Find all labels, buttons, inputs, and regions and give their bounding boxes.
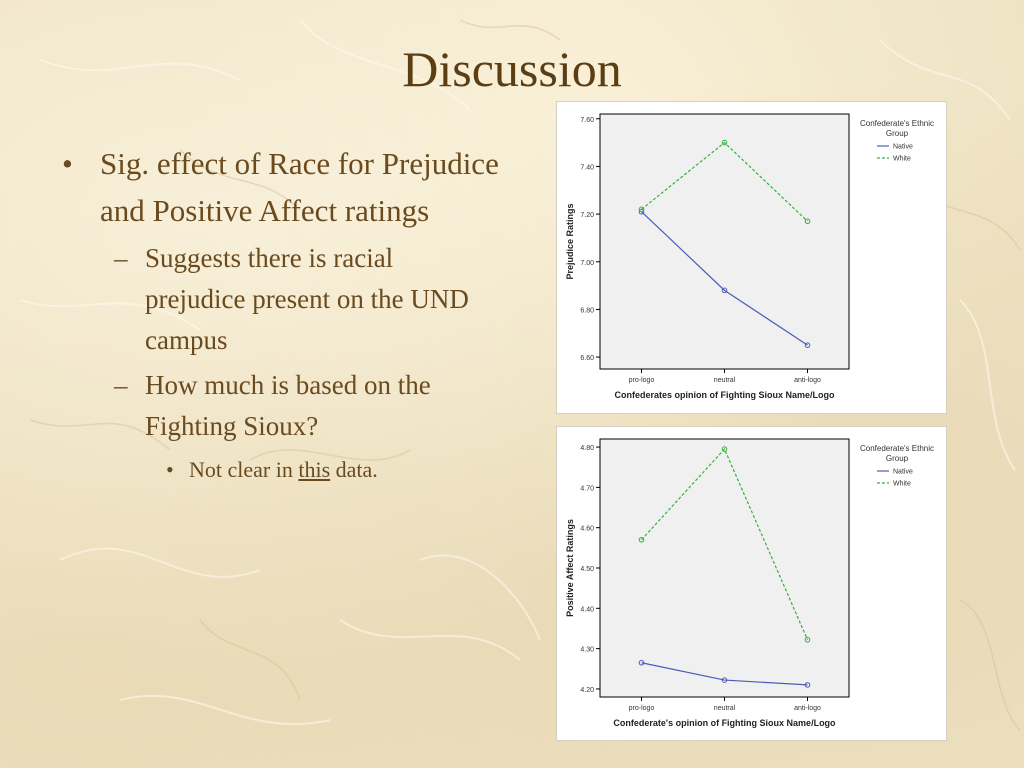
chart-1-series-native-line (641, 211, 808, 346)
chart-2-series-white-line (641, 447, 809, 640)
chart-1-series-white-point (804, 218, 811, 225)
chart-2-y-tick-label: 4.80 (580, 445, 594, 452)
bullet-dot-icon: • (62, 146, 73, 181)
chart-2-series-white-point (804, 636, 811, 643)
chart-2-series-native-point (804, 682, 811, 688)
chart-1-plot-area (599, 113, 850, 370)
chart-2-y-tick-label: 4.30 (580, 647, 594, 654)
chart-1-legend-title: Confederate's Ethnic Group (860, 119, 934, 138)
chart-2-legend-title-line: Group (886, 454, 909, 463)
positive-affect-chart: 4.20 4.30 4.40 4.50 4.60 4.70 4.80 pro-logo neut… (556, 426, 947, 741)
chart-2-legend-title: Confederate's Ethnic Group (860, 444, 934, 463)
dash-bullet-icon: – (114, 243, 128, 273)
bullet-level-2: – Suggests there is racial prejudice pre… (62, 238, 475, 361)
chart-2-y-tick-label: 4.50 (580, 566, 594, 573)
bullet-level-2: – How much is based on the Fighting Siou… (62, 365, 475, 447)
chart-2-x-tick-label: pro-logo (629, 705, 655, 712)
bullet-text: How much is based on the Fighting Sioux? (145, 370, 431, 441)
chart-1-series-white-point (721, 139, 728, 146)
chart-2-y-axis-label: Positive Affect Ratings (565, 519, 575, 617)
chart-1-x-axis-label: Confederates opinion of Fighting Sioux N… (615, 390, 835, 400)
chart-2-series-white-point (721, 446, 728, 452)
bullet-level-3: • Not clear in this data. (62, 455, 522, 485)
chart-1-x-tick-label: neutral (714, 377, 736, 384)
chart-1-series-white-line (641, 141, 808, 222)
chart-2-y-tick-label: 4.60 (580, 526, 594, 533)
chart-1-series-native-point (804, 342, 811, 348)
chart-1-series-native-point (721, 287, 728, 294)
chart-2-x-tick-label: anti-logo (794, 705, 821, 712)
chart-1-y-tick-label: 7.00 (580, 260, 594, 267)
chart-1-y-axis-label: Prejudice Ratings (565, 203, 575, 279)
chart-1-series-white-point (638, 206, 645, 213)
chart-2-plot-area (599, 438, 850, 698)
chart-1-series-native-point (638, 208, 645, 215)
bullet-prefix: Not clear in (189, 457, 293, 482)
positive-affect-chart-svg: 4.20 4.30 4.40 4.50 4.60 4.70 4.80 pro-logo neut… (565, 438, 934, 728)
bullet-suffix: data. (335, 457, 378, 482)
chart-2-legend-title-line: Confederate's Ethnic (860, 444, 934, 453)
bullet-text: Sig. effect of Race for Prejudice and Po… (100, 146, 499, 228)
chart-1-y-tick-label: 6.80 (580, 307, 594, 314)
chart-1-legend-label: Native (893, 144, 913, 151)
chart-1-x-tick-label: anti-logo (794, 377, 821, 384)
bullet-emphasis: this (298, 457, 331, 482)
bullet-list: • Sig. effect of Race for Prejudice and … (62, 140, 522, 485)
chart-2-series-white-point (638, 536, 645, 543)
chart-1-legend-label: White (893, 156, 911, 163)
chart-2-series-native-point (721, 677, 728, 683)
chart-2-series-native-line (641, 662, 808, 686)
chart-1-y-tick-label: 7.40 (580, 164, 594, 171)
chart-1-y-tick-label: 6.60 (580, 355, 594, 362)
chart-1-legend-title-line: Group (886, 129, 909, 138)
prejudice-chart-svg: 6.60 6.80 7.00 7.20 7.40 7.60 pro-logo neutral a… (565, 113, 934, 400)
chart-2-legend-label: White (893, 481, 911, 488)
bullet-level-1: • Sig. effect of Race for Prejudice and … (62, 140, 500, 234)
bullet-dot-icon: • (166, 457, 174, 482)
chart-1-y-tick-label: 7.20 (580, 212, 594, 219)
chart-1-x-tick-label: pro-logo (629, 377, 655, 384)
chart-2-series-native-point (638, 659, 645, 666)
chart-2-x-axis-label: Confederate's opinion of Fighting Sioux … (613, 718, 836, 728)
slide-title: Discussion (402, 41, 622, 97)
bullet-text: Suggests there is racial prejudice prese… (145, 243, 469, 355)
chart-2-y-tick-label: 4.40 (580, 606, 594, 613)
chart-2-y-tick-label: 4.70 (580, 485, 594, 492)
chart-2-y-tick-label: 4.20 (580, 687, 594, 694)
chart-2-x-tick-label: neutral (714, 705, 736, 712)
dash-bullet-icon: – (114, 370, 128, 400)
chart-2-legend-label: Native (893, 469, 913, 476)
chart-1-legend-title-line: Confederate's Ethnic (860, 119, 934, 128)
chart-1-y-tick-label: 7.60 (580, 117, 594, 124)
prejudice-chart: 6.60 6.80 7.00 7.20 7.40 7.60 pro-logo neutral a… (556, 101, 947, 414)
